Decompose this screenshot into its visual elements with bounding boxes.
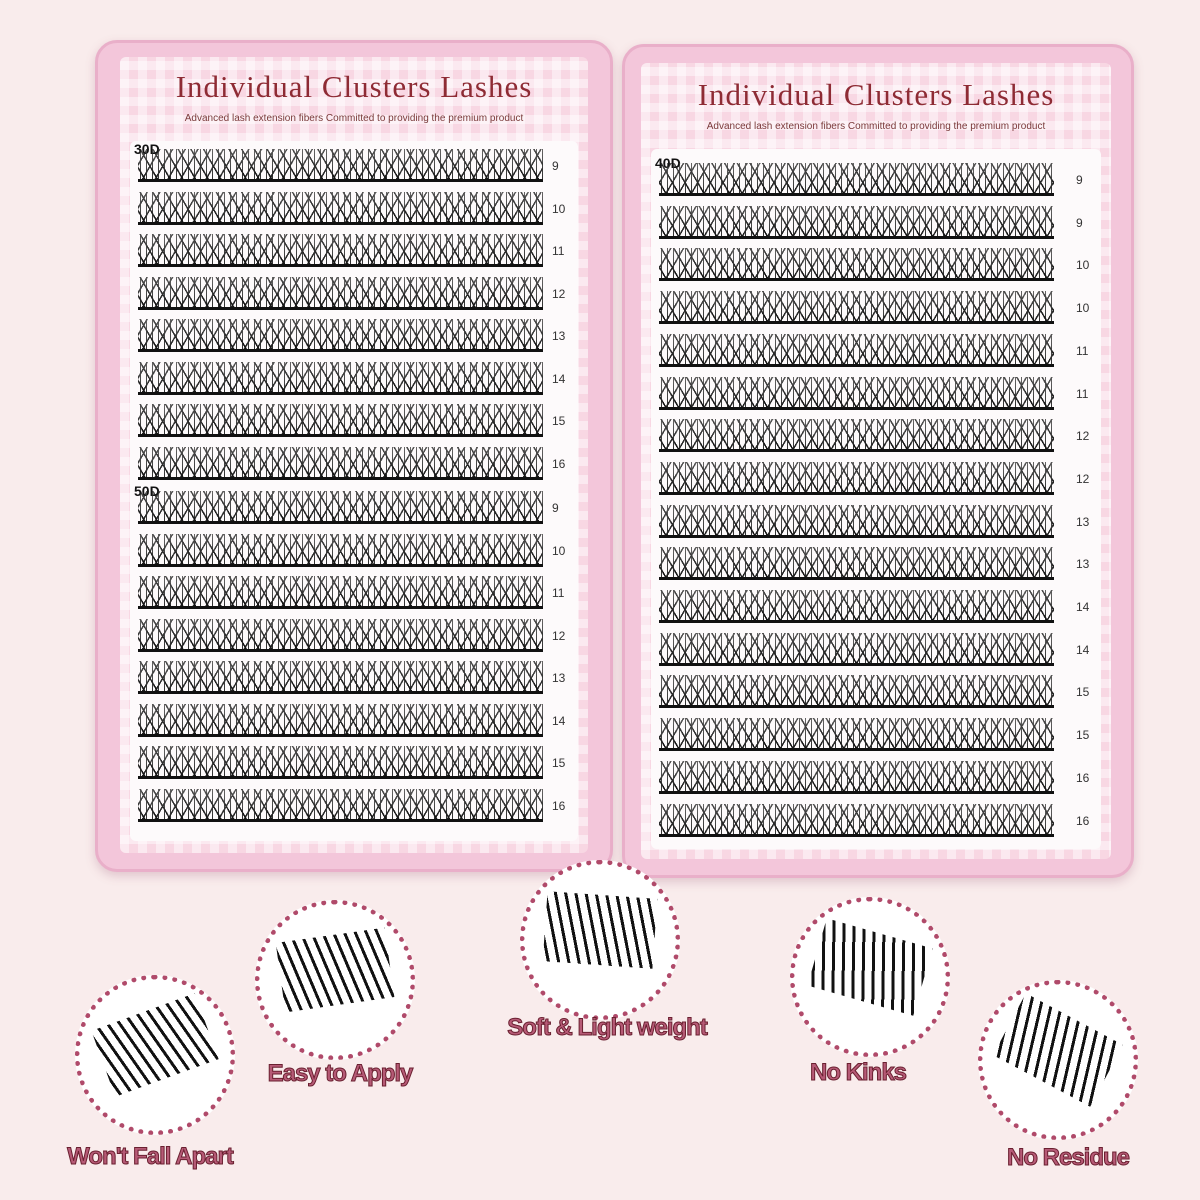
length-label: 9: [552, 159, 559, 173]
lash-strip: [138, 703, 543, 737]
lash-closeup-image: [91, 993, 219, 1097]
length-label: 11: [552, 244, 565, 258]
feature-label: Soft & Light weight: [507, 1014, 709, 1042]
length-label: 9: [1076, 215, 1083, 230]
lash-strip: [659, 590, 1054, 623]
feature-image-circle: [520, 860, 680, 1020]
lash-strip: [138, 404, 543, 437]
length-label: 15: [552, 756, 566, 770]
lash-closeup-image: [275, 927, 395, 1013]
lash-strip: [138, 361, 543, 395]
length-label: 16: [552, 456, 566, 471]
length-label: 13: [1076, 514, 1090, 529]
length-label: 15: [1076, 685, 1090, 700]
length-label: 16: [552, 798, 566, 813]
lash-closeup-image: [807, 918, 933, 1016]
length-label: 14: [552, 371, 566, 386]
lash-strip: [659, 504, 1054, 538]
left-tray-title: Individual Clusters Lashes: [175, 69, 533, 104]
length-label: 12: [1076, 429, 1090, 444]
lash-strip: [659, 333, 1054, 367]
lash-strip: [659, 248, 1054, 282]
right-tray-card: Individual Clusters Lashes Advanced lash…: [641, 63, 1111, 859]
right-lash-panel: 40D991010111112121313141415151616: [651, 149, 1101, 849]
length-label: 16: [1076, 813, 1090, 828]
lash-strip: [138, 446, 543, 480]
lash-strip: [138, 276, 543, 310]
length-label: 12: [552, 286, 566, 301]
length-label: 10: [552, 543, 566, 558]
lash-strip: [659, 803, 1054, 837]
length-label: 16: [1076, 770, 1090, 785]
lash-strip: [138, 788, 543, 822]
lash-strip: [659, 163, 1054, 196]
right-tray-title: Individual Clusters Lashes: [697, 77, 1055, 112]
feature-image-circle: [255, 900, 415, 1060]
length-label: 10: [1076, 258, 1090, 273]
lash-strip: [138, 576, 543, 609]
lash-strip: [138, 191, 543, 225]
length-label: 15: [1076, 728, 1090, 743]
length-label: 12: [552, 628, 566, 643]
feature-label: No Kinks: [809, 1059, 907, 1087]
right-tray-subtitle: Advanced lash extension fibers Committed…: [706, 121, 1046, 132]
lash-strip: [659, 675, 1054, 709]
right-lash-tray: Individual Clusters Lashes Advanced lash…: [622, 44, 1134, 878]
lash-strip: [138, 618, 543, 652]
length-label: 13: [552, 671, 566, 685]
lash-strip: [659, 760, 1054, 794]
length-label: 9: [1076, 173, 1083, 187]
feature-label: Easy to Apply: [267, 1060, 414, 1088]
left-lash-panel: 30D91011121314151650D910111213141516: [130, 141, 578, 841]
length-label: 9: [552, 501, 559, 515]
length-label: 13: [552, 329, 566, 343]
lash-strip: [659, 547, 1054, 581]
length-label: 10: [552, 201, 566, 216]
left-tray-card: Individual Clusters Lashes Advanced lash…: [120, 57, 588, 853]
length-label: 15: [552, 414, 566, 428]
left-tray-subtitle: Advanced lash extension fibers Committed…: [184, 113, 524, 124]
lash-strip: [659, 419, 1054, 453]
feature-image-circle: [790, 897, 950, 1057]
feature-image-circle: [978, 980, 1138, 1140]
length-label: 11: [1076, 343, 1089, 358]
lash-strip: [659, 461, 1054, 495]
length-label: 13: [1076, 557, 1090, 572]
length-label: 11: [552, 586, 565, 600]
lash-closeup-image: [993, 993, 1123, 1107]
length-label: 11: [1076, 386, 1089, 401]
lash-strip: [659, 718, 1054, 752]
lash-strip: [138, 149, 543, 182]
lash-strip: [659, 376, 1054, 410]
lash-strip: [659, 205, 1054, 239]
length-label: 14: [1076, 600, 1090, 614]
length-label: 12: [1076, 471, 1090, 486]
lash-strip: [138, 319, 543, 352]
length-label: 14: [552, 713, 566, 728]
left-lash-tray: Individual Clusters Lashes Advanced lash…: [95, 40, 613, 872]
lash-strip: [659, 632, 1054, 666]
lash-strip: [138, 661, 543, 694]
feature-label: No Residue: [1006, 1144, 1130, 1172]
lash-strip: [659, 291, 1054, 325]
feature-image-circle: [75, 975, 235, 1135]
lash-closeup-image: [542, 891, 658, 969]
lash-strip: [138, 234, 543, 267]
length-label: 10: [1076, 301, 1090, 316]
length-label: 14: [1076, 642, 1090, 657]
lash-strip: [138, 746, 543, 779]
lash-strip: [138, 533, 543, 567]
feature-label: Won't Fall Apart: [67, 1143, 235, 1171]
lash-strip: [138, 491, 543, 524]
